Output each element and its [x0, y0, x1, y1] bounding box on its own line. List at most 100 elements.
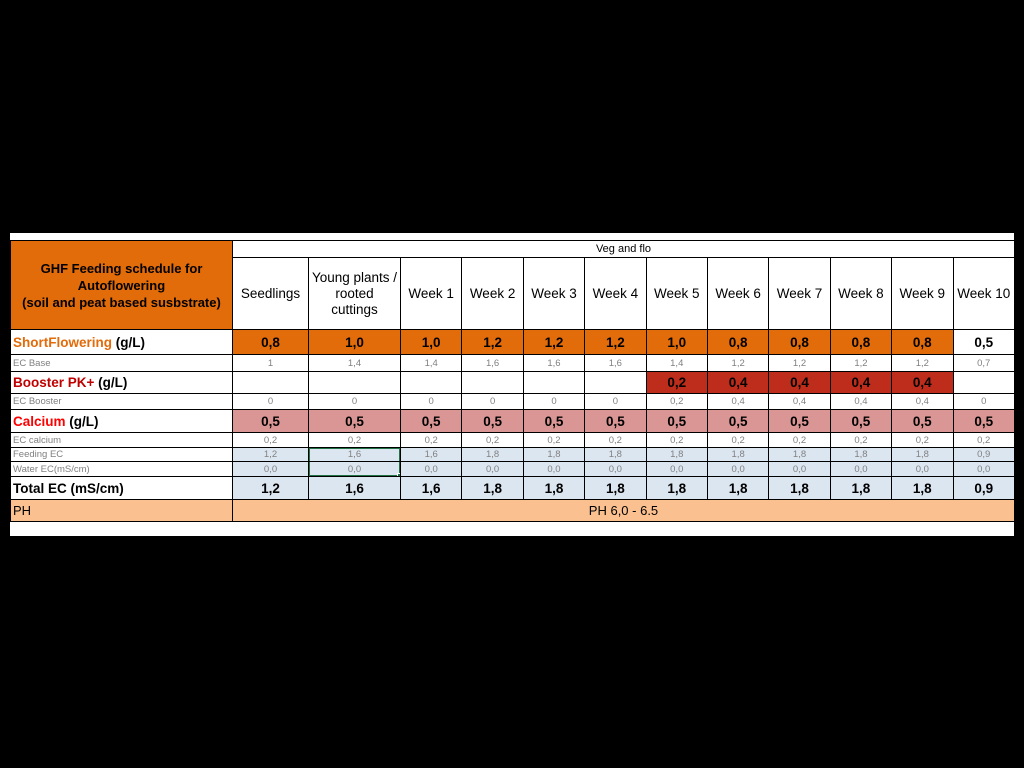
cell-total-ec-col-5[interactable]: 1,8	[584, 476, 647, 500]
cell-water-ec-col-9[interactable]: 0,0	[829, 461, 893, 477]
cell-feeding-ec-col-6[interactable]: 1,8	[645, 447, 708, 462]
cell-calcium-col-4[interactable]: 0,5	[522, 409, 586, 433]
cell-shortflowering-col-4[interactable]: 1,2	[522, 329, 586, 355]
cell-ec-base-col-4[interactable]: 1,6	[522, 354, 586, 372]
cell-total-ec-col-2[interactable]: 1,6	[399, 476, 463, 500]
col-header-week-4[interactable]: Week 4	[584, 257, 647, 330]
cell-booster-pk-col-3[interactable]	[461, 371, 524, 394]
cell-feeding-ec-col-8[interactable]: 1,8	[768, 447, 831, 462]
col-header-week-7[interactable]: Week 7	[768, 257, 831, 330]
cell-ec-calcium-col-8[interactable]: 0,2	[768, 432, 831, 448]
cell-water-ec-col-11[interactable]: 0,0	[952, 461, 1015, 477]
cell-ec-booster-col-0[interactable]: 0	[232, 393, 309, 410]
cell-total-ec-col-10[interactable]: 1,8	[891, 476, 954, 500]
cell-booster-pk-col-1[interactable]	[308, 371, 401, 394]
cell-booster-pk-col-0[interactable]	[232, 371, 309, 394]
cell-ec-base-col-7[interactable]: 1,2	[706, 354, 770, 372]
cell-ec-booster-col-2[interactable]: 0	[399, 393, 463, 410]
col-header-week-3[interactable]: Week 3	[522, 257, 586, 330]
col-header-week-6[interactable]: Week 6	[706, 257, 770, 330]
cell-ec-booster-col-1[interactable]: 0	[308, 393, 401, 410]
cell-ec-calcium-col-9[interactable]: 0,2	[829, 432, 893, 448]
cell-shortflowering-col-7[interactable]: 0,8	[706, 329, 770, 355]
cell-water-ec-col-2[interactable]: 0,0	[399, 461, 463, 477]
cell-total-ec-col-3[interactable]: 1,8	[461, 476, 524, 500]
cell-ec-calcium-col-5[interactable]: 0,2	[584, 432, 647, 448]
col-header-week-5[interactable]: Week 5	[645, 257, 708, 330]
cell-ec-base-col-5[interactable]: 1,6	[584, 354, 647, 372]
cell-total-ec-col-6[interactable]: 1,8	[645, 476, 708, 500]
cell-ec-base-col-0[interactable]: 1	[232, 354, 309, 372]
cell-booster-pk-col-5[interactable]	[584, 371, 647, 394]
cell-ec-base-col-1[interactable]: 1,4	[308, 354, 401, 372]
cell-feeding-ec-col-3[interactable]: 1,8	[461, 447, 524, 462]
cell-shortflowering-col-1[interactable]: 1,0	[308, 329, 401, 355]
cell-calcium-col-11[interactable]: 0,5	[952, 409, 1015, 433]
ph-range-value[interactable]: PH 6,0 - 6.5	[232, 499, 1015, 522]
row-label-ec-booster[interactable]: EC Booster	[10, 393, 233, 410]
col-header-seedlings[interactable]: Seedlings	[232, 257, 309, 330]
cell-shortflowering-col-11[interactable]: 0,5	[952, 329, 1015, 355]
cell-ec-booster-col-6[interactable]: 0,2	[645, 393, 708, 410]
row-label-ec-base[interactable]: EC Base	[10, 354, 233, 372]
cell-ec-calcium-col-6[interactable]: 0,2	[645, 432, 708, 448]
cell-shortflowering-col-3[interactable]: 1,2	[461, 329, 524, 355]
ph-row-label[interactable]: PH	[10, 499, 233, 522]
cell-water-ec-col-4[interactable]: 0,0	[522, 461, 586, 477]
cell-ec-base-col-2[interactable]: 1,4	[399, 354, 463, 372]
cell-ec-booster-col-4[interactable]: 0	[522, 393, 586, 410]
cell-ec-booster-col-3[interactable]: 0	[461, 393, 524, 410]
cell-ec-base-col-6[interactable]: 1,4	[645, 354, 708, 372]
cell-total-ec-col-8[interactable]: 1,8	[768, 476, 831, 500]
cell-feeding-ec-col-11[interactable]: 0,9	[952, 447, 1015, 462]
cell-water-ec-col-8[interactable]: 0,0	[768, 461, 831, 477]
cell-total-ec-col-4[interactable]: 1,8	[522, 476, 586, 500]
cell-water-ec-col-7[interactable]: 0,0	[706, 461, 770, 477]
cell-booster-pk-col-4[interactable]	[522, 371, 586, 394]
veg-and-flo-header[interactable]: Veg and flo	[232, 240, 1015, 258]
cell-shortflowering-col-2[interactable]: 1,0	[399, 329, 463, 355]
cell-booster-pk-col-11[interactable]	[952, 371, 1015, 394]
cell-feeding-ec-col-5[interactable]: 1,8	[584, 447, 647, 462]
cell-calcium-col-5[interactable]: 0,5	[584, 409, 647, 433]
col-header-week-9[interactable]: Week 9	[891, 257, 954, 330]
cell-shortflowering-col-8[interactable]: 0,8	[768, 329, 831, 355]
cell-feeding-ec-col-4[interactable]: 1,8	[522, 447, 586, 462]
col-header-week-10[interactable]: Week 10	[952, 257, 1015, 330]
cell-calcium-col-3[interactable]: 0,5	[461, 409, 524, 433]
cell-total-ec-col-0[interactable]: 1,2	[232, 476, 309, 500]
col-header-week-1[interactable]: Week 1	[399, 257, 463, 330]
cell-feeding-ec-col-1[interactable]: 1,6	[308, 447, 401, 462]
cell-water-ec-col-10[interactable]: 0,0	[891, 461, 954, 477]
cell-feeding-ec-col-2[interactable]: 1,6	[399, 447, 463, 462]
cell-ec-booster-col-9[interactable]: 0,4	[829, 393, 893, 410]
cell-ec-calcium-col-11[interactable]: 0,2	[952, 432, 1015, 448]
cell-calcium-col-8[interactable]: 0,5	[768, 409, 831, 433]
cell-ec-base-col-11[interactable]: 0,7	[952, 354, 1015, 372]
cell-feeding-ec-col-7[interactable]: 1,8	[706, 447, 770, 462]
cell-ec-booster-col-8[interactable]: 0,4	[768, 393, 831, 410]
cell-total-ec-col-1[interactable]: 1,6	[308, 476, 401, 500]
row-label-shortflowering[interactable]: ShortFlowering (g/L)	[10, 329, 233, 355]
cell-calcium-col-1[interactable]: 0,5	[308, 409, 401, 433]
cell-shortflowering-col-5[interactable]: 1,2	[584, 329, 647, 355]
cell-water-ec-col-3[interactable]: 0,0	[461, 461, 524, 477]
row-label-feeding-ec[interactable]: Feeding EC	[10, 447, 233, 462]
cell-water-ec-col-0[interactable]: 0,0	[232, 461, 309, 477]
cell-booster-pk-col-6[interactable]: 0,2	[645, 371, 708, 394]
cell-shortflowering-col-9[interactable]: 0,8	[829, 329, 893, 355]
cell-calcium-col-2[interactable]: 0,5	[399, 409, 463, 433]
cell-ec-calcium-col-2[interactable]: 0,2	[399, 432, 463, 448]
cell-ec-booster-col-7[interactable]: 0,4	[706, 393, 770, 410]
cell-calcium-col-7[interactable]: 0,5	[706, 409, 770, 433]
cell-total-ec-col-11[interactable]: 0,9	[952, 476, 1015, 500]
cell-shortflowering-col-10[interactable]: 0,8	[891, 329, 954, 355]
row-label-calcium[interactable]: Calcium (g/L)	[10, 409, 233, 433]
row-label-total-ec[interactable]: Total EC (mS/cm)	[10, 476, 233, 500]
cell-water-ec-col-5[interactable]: 0,0	[584, 461, 647, 477]
cell-booster-pk-col-9[interactable]: 0,4	[829, 371, 893, 394]
row-label-booster-pk[interactable]: Booster PK+ (g/L)	[10, 371, 233, 394]
col-header-young-plants-rooted-cuttings[interactable]: Young plants / rooted cuttings	[308, 257, 401, 330]
cell-ec-booster-col-5[interactable]: 0	[584, 393, 647, 410]
cell-ec-base-col-9[interactable]: 1,2	[829, 354, 893, 372]
